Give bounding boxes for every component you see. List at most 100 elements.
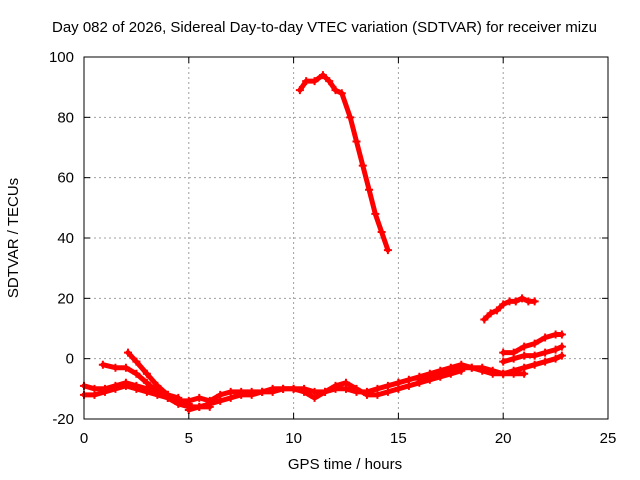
data-point <box>342 378 350 387</box>
data-point <box>174 396 183 405</box>
data-point <box>457 363 466 372</box>
data-point <box>337 89 346 98</box>
data-point <box>520 369 529 378</box>
data-point <box>557 330 566 339</box>
data-series <box>80 71 566 414</box>
data-point <box>237 390 246 399</box>
data-point <box>90 390 99 399</box>
series-arc-12 <box>499 342 566 366</box>
data-point <box>511 297 520 306</box>
x-axis-label: GPS time / hours <box>288 456 402 473</box>
data-point <box>373 390 382 399</box>
data-point <box>302 77 311 86</box>
data-point <box>100 387 109 396</box>
data-point <box>153 381 162 390</box>
data-point <box>310 393 319 402</box>
data-point <box>520 342 529 351</box>
data-point <box>331 381 340 390</box>
data-point <box>404 375 413 384</box>
data-point <box>352 137 361 146</box>
data-point <box>383 387 392 396</box>
data-point <box>365 185 374 194</box>
data-point <box>132 384 141 393</box>
data-point <box>467 363 476 372</box>
y-tick-label: 60 <box>57 170 74 187</box>
data-point <box>121 363 130 372</box>
data-point <box>492 306 501 315</box>
data-point <box>499 300 508 309</box>
data-point <box>436 369 445 378</box>
series-line <box>297 72 391 253</box>
data-point <box>509 354 518 363</box>
data-point <box>124 348 133 357</box>
data-point <box>268 387 277 396</box>
series-arc-9 <box>415 363 529 384</box>
y-tick-label: 80 <box>57 109 74 126</box>
data-point <box>530 297 539 306</box>
data-point <box>518 294 527 303</box>
data-point <box>394 378 403 387</box>
y-tick-label: 40 <box>57 230 74 247</box>
data-point <box>98 360 107 369</box>
data-point <box>520 351 529 360</box>
data-point <box>279 384 288 393</box>
series-arc-7 <box>295 71 392 255</box>
data-point <box>111 384 120 393</box>
data-point <box>132 357 141 366</box>
x-tick-label: 25 <box>600 430 617 447</box>
data-point <box>300 387 309 396</box>
data-point <box>295 86 304 95</box>
data-point <box>557 351 566 360</box>
data-point <box>530 351 539 360</box>
data-point <box>377 227 386 236</box>
data-point <box>184 405 193 414</box>
data-point <box>195 393 204 402</box>
data-point <box>371 209 380 218</box>
data-point <box>358 161 367 170</box>
data-point <box>446 366 455 375</box>
data-point <box>480 315 489 324</box>
data-point <box>488 369 497 378</box>
data-point <box>541 333 550 342</box>
x-tick-label: 10 <box>285 430 302 447</box>
data-point <box>499 348 508 357</box>
y-tick-label: 20 <box>57 290 74 307</box>
y-axis-label: SDTVAR / TECUs <box>5 178 22 298</box>
data-point <box>111 363 120 372</box>
data-point <box>310 77 319 86</box>
data-point <box>346 113 355 122</box>
axis-ticks: 0 5 10 15 20 25 -20 0 20 40 60 80 100 <box>49 49 616 447</box>
data-point <box>415 375 424 384</box>
data-point <box>318 71 327 80</box>
data-point <box>142 378 151 387</box>
data-point <box>499 357 508 366</box>
chart-title: Day 082 of 2026, Sidereal Day-to-day VTE… <box>52 19 597 36</box>
data-point <box>247 390 256 399</box>
x-tick-label: 0 <box>80 430 88 447</box>
data-point <box>551 345 560 354</box>
series-arc-10 <box>480 294 539 324</box>
data-point <box>142 387 151 396</box>
data-point <box>195 402 204 411</box>
data-point <box>541 357 550 366</box>
data-point <box>216 396 225 405</box>
data-point <box>362 390 371 399</box>
data-point <box>163 390 172 399</box>
data-point <box>557 342 566 351</box>
data-point <box>325 77 334 86</box>
data-point <box>352 384 361 393</box>
data-point <box>499 369 508 378</box>
data-point <box>425 372 434 381</box>
x-tick-label: 20 <box>495 430 512 447</box>
data-point <box>486 309 495 318</box>
data-point <box>258 387 267 396</box>
x-tick-label: 5 <box>185 430 193 447</box>
data-point <box>132 369 141 378</box>
data-point <box>541 348 550 357</box>
y-tick-label: 0 <box>66 351 74 368</box>
data-point <box>184 396 193 405</box>
data-point <box>289 384 298 393</box>
data-point <box>205 399 214 408</box>
data-point <box>226 393 235 402</box>
